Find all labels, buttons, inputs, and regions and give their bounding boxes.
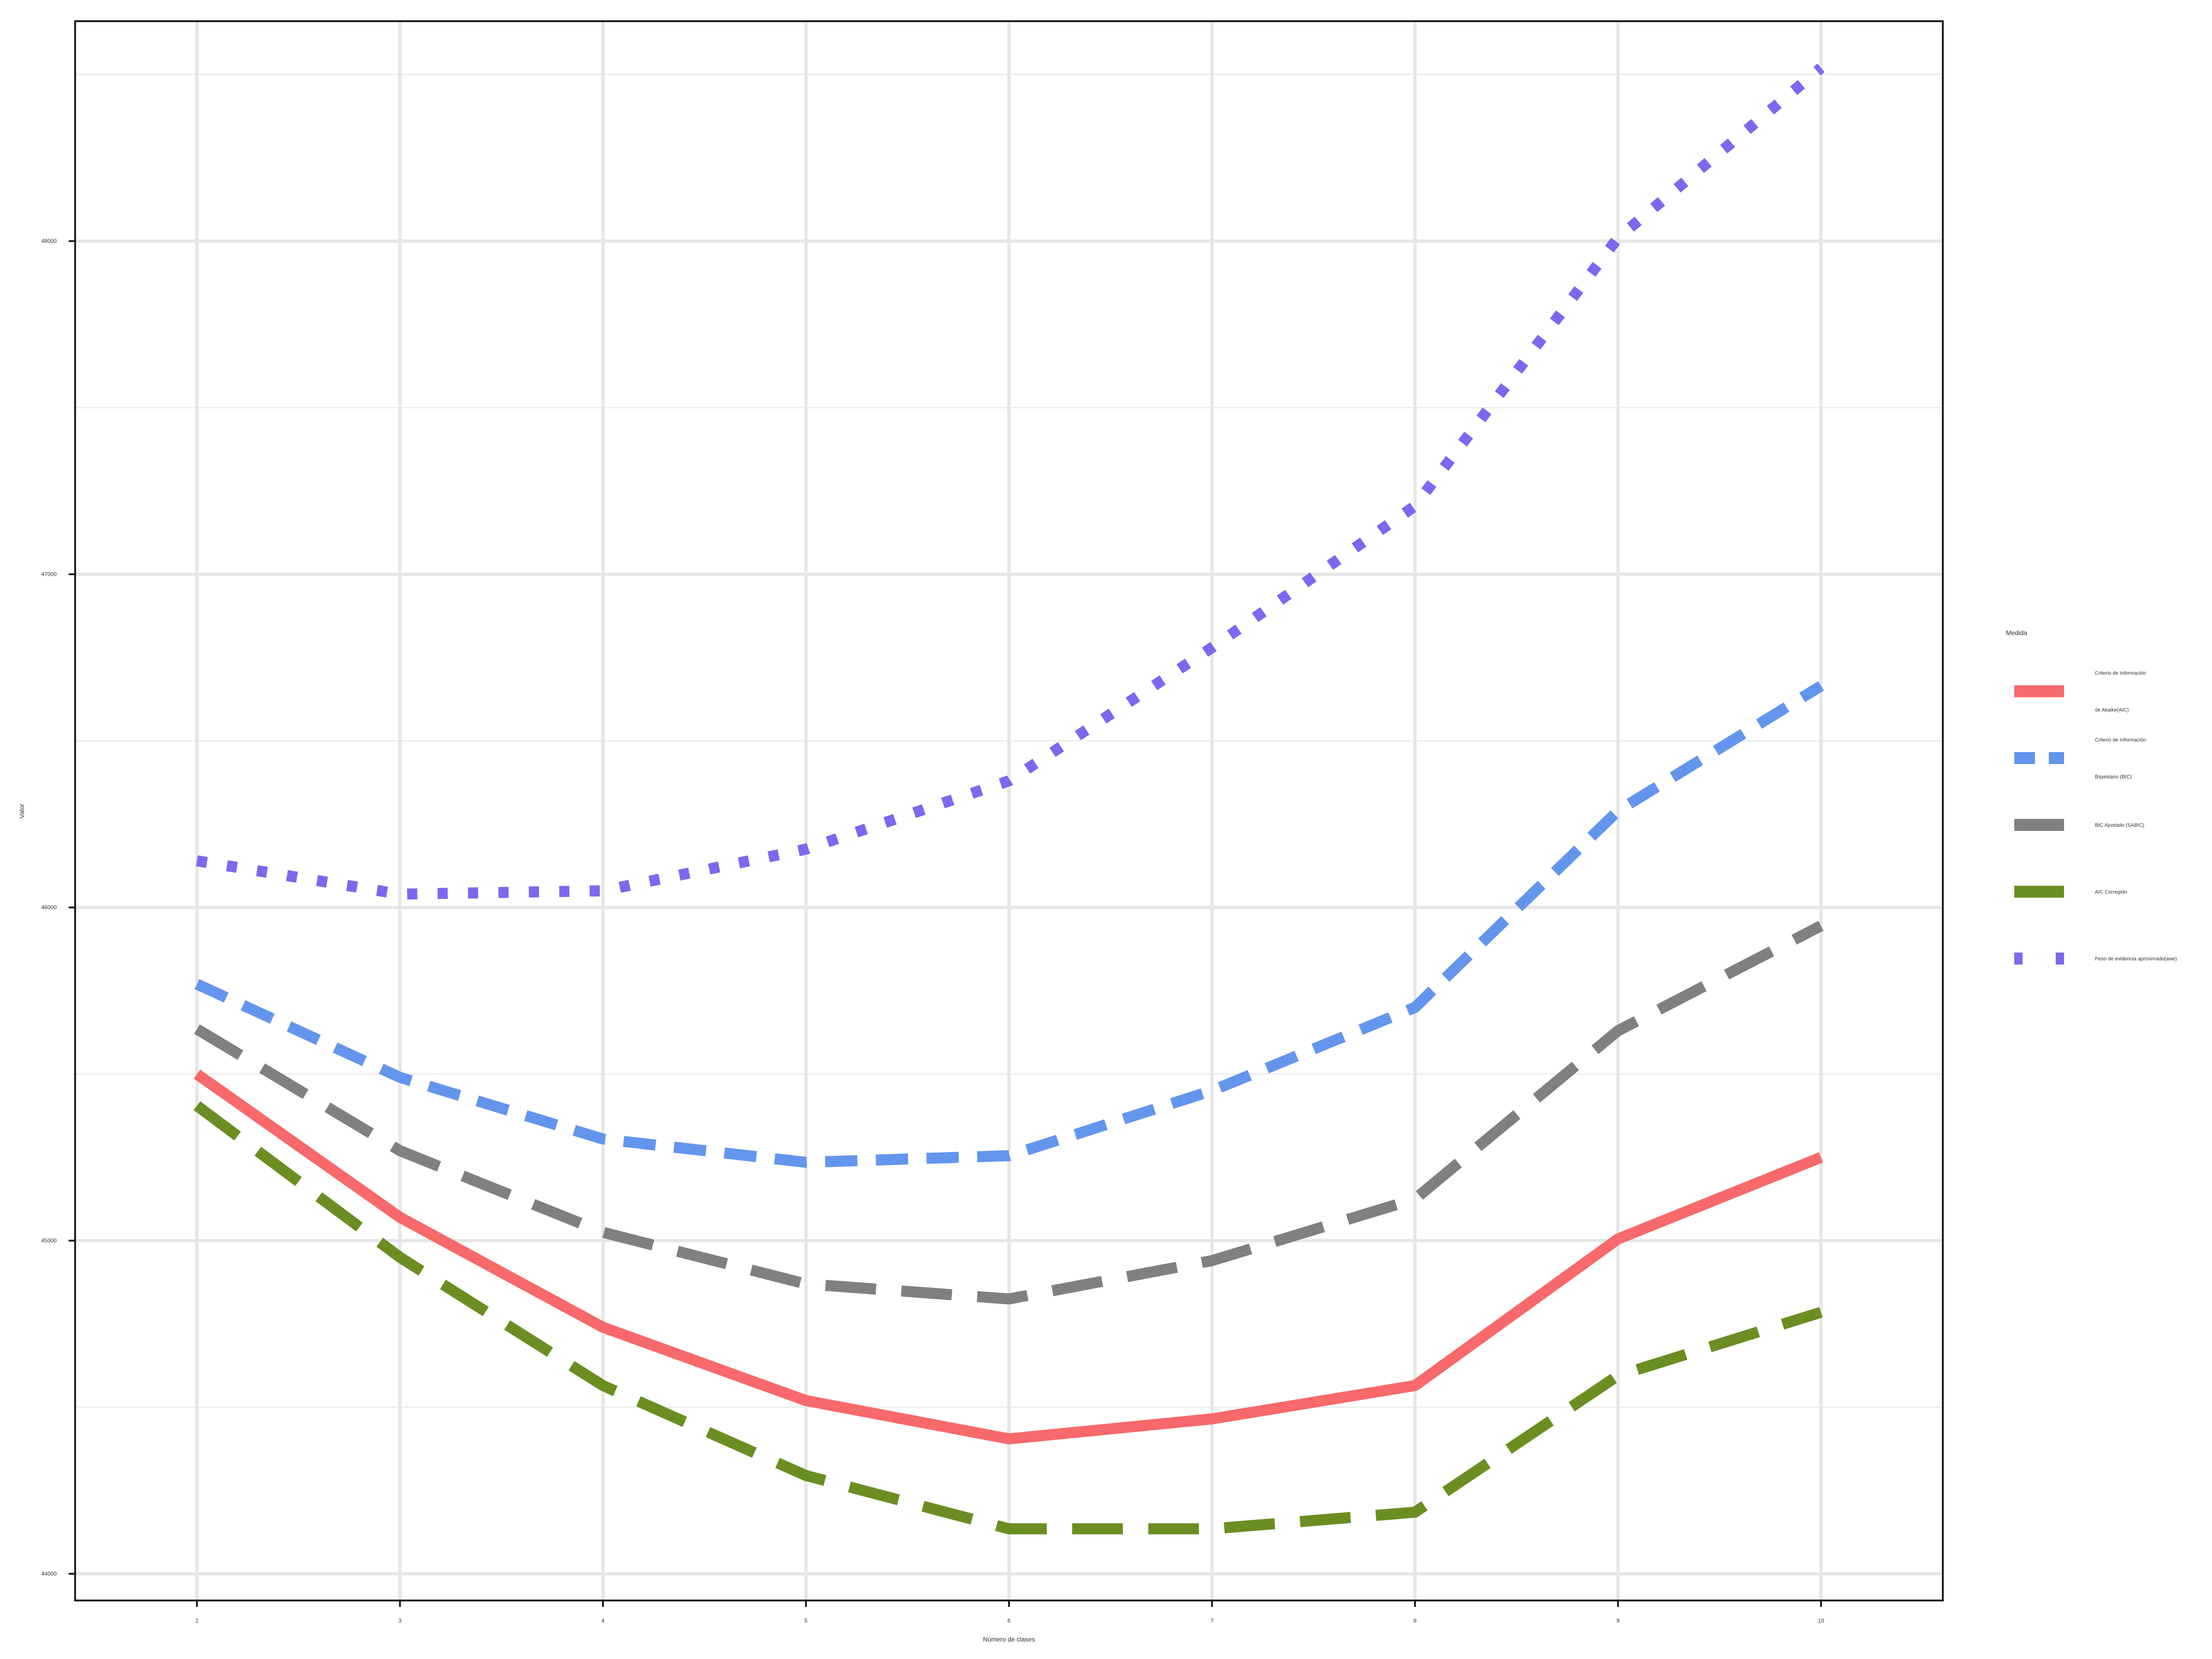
x-tick-label: 6: [1008, 1618, 1011, 1624]
legend-label: Criterio de Información: [2095, 671, 2146, 676]
y-axis-title: Valor: [18, 804, 25, 818]
series-line: [194, 1101, 1823, 1535]
y-tick-label: 44000: [41, 1571, 57, 1577]
x-tick-label: 10: [1818, 1618, 1824, 1624]
x-tick-label: 5: [804, 1618, 808, 1624]
y-tick-label: 45000: [41, 1237, 57, 1244]
x-tick-label: 4: [602, 1618, 605, 1624]
legend-label: Criterio de Información: [2095, 737, 2146, 743]
y-axis-ticks: 44000 45000 46000 47000 48000: [41, 238, 75, 1577]
legend: Medida Criterio de Información de Akaike(…: [2006, 629, 2177, 965]
x-axis-ticks: 2 3 4 5 6 7 8 9 10: [195, 1600, 1824, 1624]
legend-label: AIC Corregido: [2095, 889, 2127, 895]
x-tick-label: 8: [1414, 1618, 1417, 1624]
y-tick-label: 46000: [41, 904, 57, 911]
series-line: [196, 64, 1825, 900]
y-tick-label: 48000: [41, 238, 57, 244]
x-axis-title: Número de clases: [983, 1635, 1035, 1643]
legend-title: Medida: [2006, 629, 2027, 636]
x-tick-label: 2: [195, 1618, 199, 1624]
x-tick-label: 9: [1616, 1618, 1620, 1624]
series-line: [195, 681, 1824, 1168]
y-tick-label: 47000: [41, 571, 57, 577]
series-layer: [194, 64, 1825, 1535]
series-line: [194, 921, 1824, 1305]
x-tick-label: 3: [398, 1618, 401, 1624]
legend-label: BIC Ajustado (SABIC): [2095, 823, 2144, 828]
series-line: [194, 1069, 1823, 1445]
legend-label: de Akaike(AIC): [2095, 707, 2129, 713]
x-tick-label: 7: [1210, 1618, 1214, 1624]
legend-label: Peso de evidencia aproximado(awe): [2095, 956, 2177, 962]
major-gridlines: [75, 21, 1943, 1600]
legend-label: Bayesiano (BIC): [2095, 774, 2132, 780]
